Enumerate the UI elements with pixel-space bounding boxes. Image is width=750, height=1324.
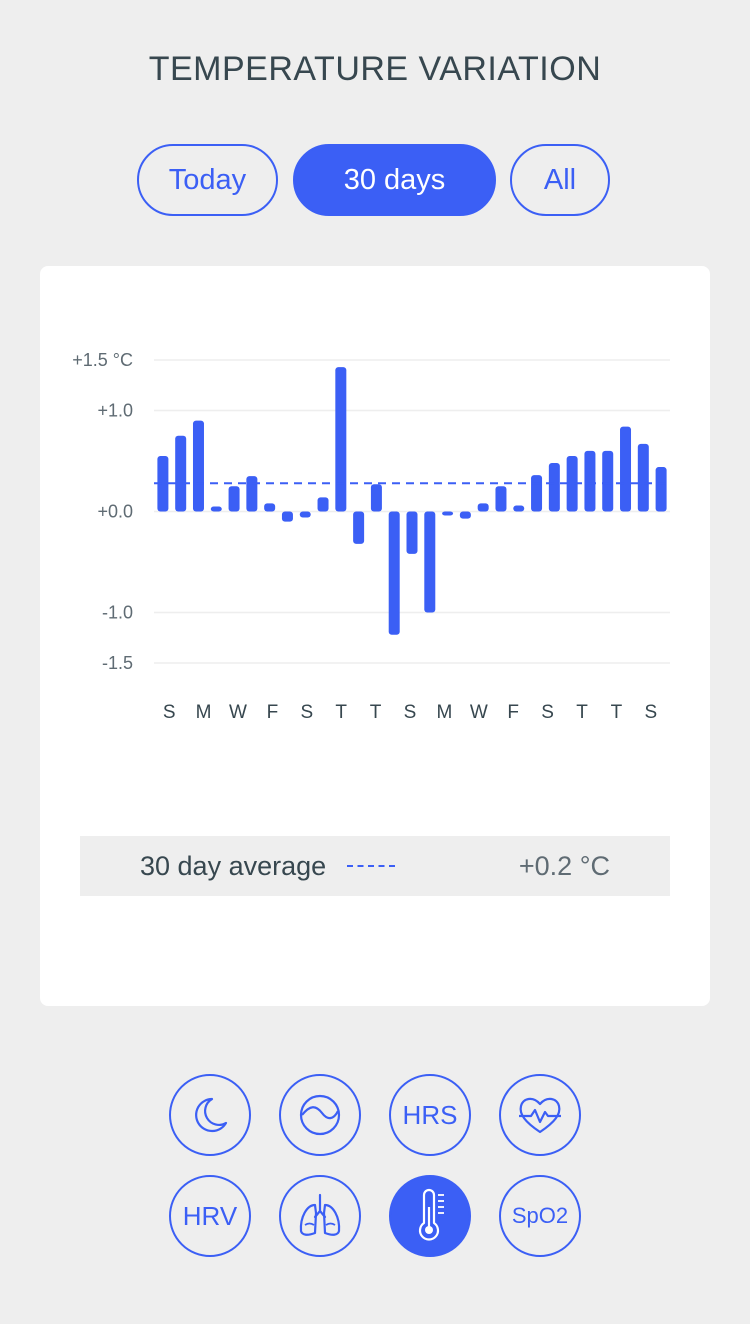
bar: [157, 455, 169, 512]
x-tick-label: T: [370, 702, 382, 723]
y-tick-label: -1.0: [102, 603, 133, 623]
bar: [246, 476, 258, 512]
wave-circle-icon: [299, 1094, 341, 1136]
nav-readiness-button[interactable]: [279, 1074, 361, 1156]
moon-icon: [195, 1097, 228, 1133]
x-tick-label: S: [541, 702, 554, 723]
nav-temperature-button[interactable]: [389, 1175, 471, 1257]
bar: [406, 511, 418, 554]
x-tick-label: M: [436, 702, 452, 723]
x-tick-label: S: [163, 702, 176, 723]
y-tick-label: +1.5 °C: [72, 350, 133, 370]
bar: [495, 486, 507, 512]
nav-hrs-label: HRS: [402, 1099, 458, 1130]
bar: [602, 450, 614, 512]
bar: [264, 503, 276, 512]
tab-30-days[interactable]: 30 days: [293, 144, 496, 216]
bar: [442, 511, 454, 516]
average-label: 30 day average: [140, 850, 327, 881]
bar: [175, 435, 187, 512]
bar: [477, 503, 489, 512]
chart-card: +1.5 °C +1.0 +0.0 -1.0 -1.5 S M W F S T T S M W F S T T S 3…: [40, 266, 710, 1006]
bar: [424, 511, 436, 613]
average-line-legend: [347, 865, 395, 867]
x-tick-label: T: [611, 702, 623, 723]
x-tick-label: T: [576, 702, 588, 723]
bar: [228, 486, 240, 512]
x-tick-label: S: [404, 702, 417, 723]
x-tick-label: S: [644, 702, 657, 723]
bar: [370, 484, 382, 512]
thermometer-icon: [418, 1188, 444, 1241]
y-tick-label: +0.0: [97, 502, 133, 522]
nav-hrv-button[interactable]: HRV: [169, 1175, 251, 1257]
bar: [584, 450, 596, 512]
bar: [317, 497, 329, 512]
nav-heart-rate-button[interactable]: [499, 1074, 581, 1156]
nav-respiration-button[interactable]: [279, 1175, 361, 1257]
bar: [637, 443, 649, 512]
tab-all[interactable]: All: [510, 144, 610, 216]
bar: [655, 467, 667, 512]
average-summary: 30 day average +0.2 °C: [80, 836, 670, 896]
bar: [531, 475, 543, 512]
tab-today[interactable]: Today: [137, 144, 278, 216]
y-tick-label: +1.0: [97, 401, 133, 421]
bar: [513, 505, 525, 512]
heart-pulse-icon: [519, 1097, 561, 1134]
bar: [566, 455, 578, 512]
bar: [335, 367, 347, 512]
bar: [299, 511, 311, 518]
page-title: TEMPERATURE VARIATION: [148, 50, 602, 88]
bar: [210, 506, 222, 512]
bar: [620, 426, 632, 512]
x-tick-label: S: [300, 702, 313, 723]
nav-spo2-button[interactable]: SpO2: [499, 1175, 581, 1257]
average-value: +0.2 °C: [518, 850, 610, 881]
nav-hrv-label: HRV: [182, 1200, 238, 1231]
bar: [459, 511, 471, 519]
lungs-icon: [299, 1193, 341, 1236]
bar: [353, 511, 365, 544]
period-tabs: Today 30 days All: [0, 144, 750, 216]
nav-spo2-label: SpO2: [511, 1203, 569, 1228]
x-tick-label: W: [470, 702, 488, 723]
bar: [548, 463, 560, 512]
y-tick-label: -1.5: [102, 653, 133, 673]
x-tick-label: T: [335, 702, 347, 723]
bar: [388, 511, 400, 635]
bar: [281, 511, 293, 522]
nav-sleep-button[interactable]: [169, 1074, 251, 1156]
x-tick-label: M: [196, 702, 212, 723]
bar: [192, 420, 204, 512]
nav-hrs-button[interactable]: HRS: [389, 1074, 471, 1156]
x-tick-label: F: [507, 702, 519, 723]
temperature-chart: +1.5 °C+1.0+0.0-1.0-1.5S M W F S T T S M W F S T T S: [72, 350, 670, 723]
x-tick-label: W: [229, 702, 247, 723]
x-tick-label: F: [267, 702, 279, 723]
